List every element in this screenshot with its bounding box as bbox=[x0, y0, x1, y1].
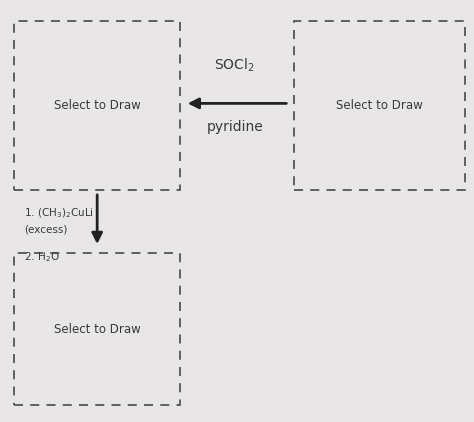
Text: 1. (CH$_3$)$_2$CuLi: 1. (CH$_3$)$_2$CuLi bbox=[24, 206, 94, 220]
Bar bbox=[294, 21, 465, 190]
Text: Select to Draw: Select to Draw bbox=[54, 323, 141, 335]
Bar bbox=[14, 21, 180, 190]
Text: 2. H$_2$O: 2. H$_2$O bbox=[24, 251, 59, 264]
Text: Select to Draw: Select to Draw bbox=[336, 99, 423, 112]
Text: SOCl$_2$: SOCl$_2$ bbox=[214, 57, 255, 74]
Bar bbox=[14, 253, 180, 405]
Text: pyridine: pyridine bbox=[206, 119, 263, 134]
Text: (excess): (excess) bbox=[24, 225, 67, 235]
Text: Select to Draw: Select to Draw bbox=[54, 99, 141, 112]
